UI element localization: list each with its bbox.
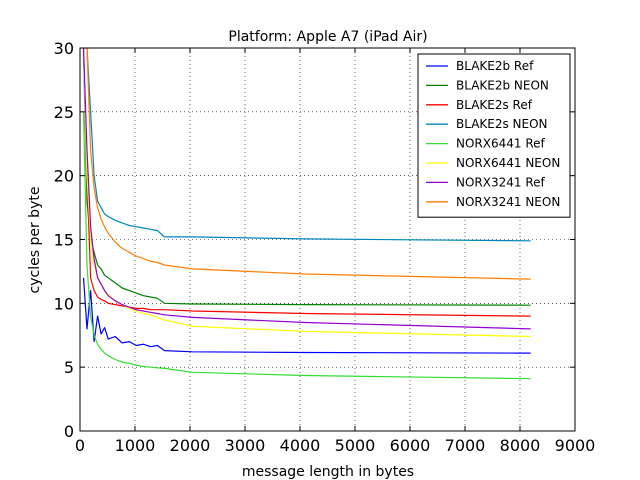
- legend-entry: BLAKE2s NEON: [456, 117, 548, 131]
- x-tick-label: 8000: [500, 436, 541, 455]
- ticks: 0 1000 2000 3000 4000 5000 6000 7000 8000 9000 0 5 1…: [54, 39, 596, 455]
- series-line-blake2s-neon: [83, 48, 531, 242]
- series-line-norx6441-ref: [82, 111, 531, 380]
- legend-entry: BLAKE2s Ref: [456, 98, 533, 112]
- y-tick-label: 0: [64, 422, 74, 441]
- legend-entry: NORX6441 Ref: [456, 137, 546, 151]
- legend-entry: NORX3241 Ref: [456, 175, 546, 189]
- x-axis-label: message length in bytes: [242, 464, 414, 480]
- x-tick-label: 0: [75, 436, 85, 455]
- y-tick-label: 25: [54, 103, 74, 122]
- x-tick-label: 2000: [170, 436, 211, 455]
- y-tick-label: 5: [64, 358, 74, 377]
- legend-entry: BLAKE2b NEON: [456, 78, 549, 92]
- legend-entry: NORX3241 NEON: [456, 195, 560, 209]
- x-tick-label: 9000: [555, 436, 596, 455]
- legend-entry: BLAKE2b Ref: [456, 59, 534, 73]
- x-tick-label: 3000: [225, 436, 266, 455]
- x-tick-label: 7000: [445, 436, 486, 455]
- x-tick-label: 5000: [335, 436, 376, 455]
- legend: BLAKE2b Ref BLAKE2b NEON BLAKE2s Ref BLAKE2…: [417, 53, 571, 218]
- y-tick-label: 20: [54, 167, 74, 186]
- y-tick-label: 10: [54, 294, 74, 313]
- x-tick-label: 4000: [280, 436, 321, 455]
- x-tick-label: 6000: [390, 436, 431, 455]
- y-tick-label: 30: [54, 39, 74, 58]
- series-line-blake2s-ref: [82, 48, 531, 317]
- legend-box: [417, 53, 571, 218]
- x-tick-label: 1000: [115, 436, 156, 455]
- series-line-blake2b-neon: [82, 48, 531, 306]
- series-layer: [82, 48, 531, 380]
- series-line-norx3241-neon: [83, 48, 531, 280]
- series-line-norx3241-ref: [82, 48, 531, 330]
- chart-title: Platform: Apple A7 (iPad Air): [228, 29, 427, 45]
- legend-entry: NORX6441 NEON: [456, 156, 560, 170]
- y-tick-label: 15: [54, 231, 74, 250]
- series-line-blake2b-ref: [82, 277, 531, 354]
- y-axis-label: cycles per byte: [27, 187, 43, 294]
